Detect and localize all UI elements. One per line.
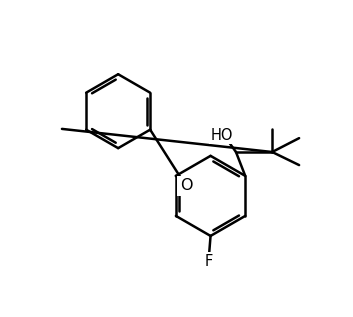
Text: O: O [180,178,192,193]
Text: F: F [205,254,213,269]
Text: HO: HO [211,127,233,143]
